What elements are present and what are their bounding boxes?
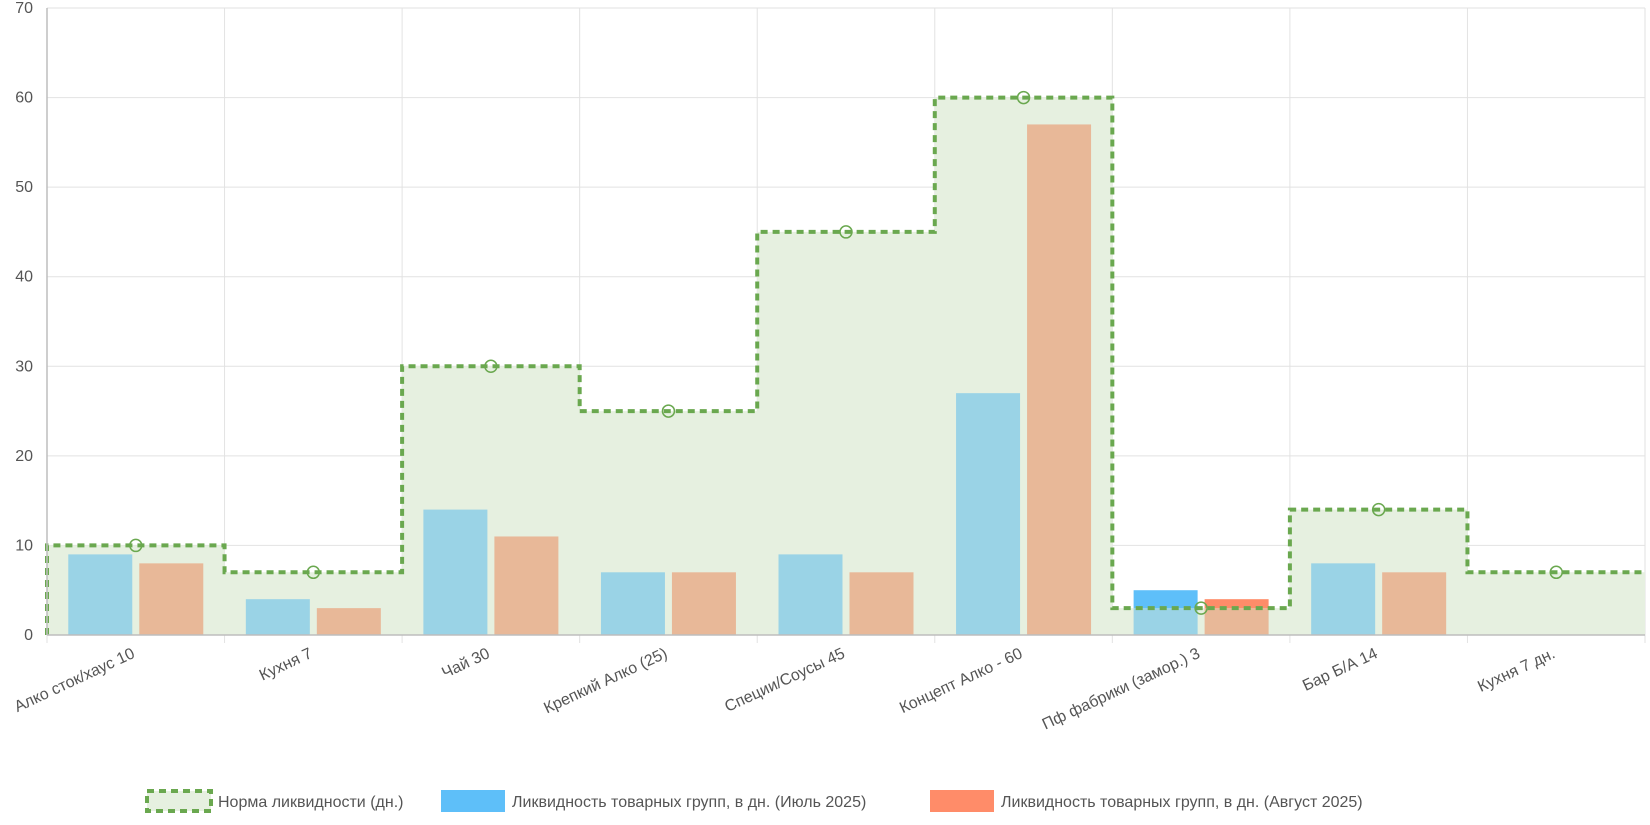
y-tick-label: 40 <box>15 269 33 286</box>
legend-label: Ликвидность товарных групп, в дн. (Июль … <box>512 794 866 811</box>
y-tick-label: 60 <box>15 90 33 107</box>
y-tick-label: 0 <box>24 627 33 644</box>
bar-july <box>779 554 843 635</box>
bar-july <box>601 572 665 635</box>
x-tick-label: Кухня 7 дн. <box>1475 645 1558 696</box>
legend-item: Ликвидность товарных групп, в дн. (Авгус… <box>930 790 1363 812</box>
bar-august <box>1205 608 1269 635</box>
x-tick-label: Пф фабрики (замор.) 3 <box>1040 645 1203 733</box>
x-tick-label: Кухня 7 <box>257 645 315 684</box>
y-tick-label: 30 <box>15 358 33 375</box>
legend-swatch-norm <box>147 791 211 811</box>
y-tick-label: 10 <box>15 537 33 554</box>
legend-item: Ликвидность товарных групп, в дн. (Июль … <box>441 790 866 812</box>
bar-july <box>1134 608 1198 635</box>
y-tick-label: 50 <box>15 179 33 196</box>
bar-july <box>68 554 132 635</box>
bar-august <box>672 572 736 635</box>
x-tick-label: Концепт Алко - 60 <box>897 645 1025 717</box>
bar-august <box>317 608 381 635</box>
bar-august <box>850 572 914 635</box>
legend-item: Норма ликвидности (дн.) <box>147 791 403 811</box>
x-tick-label: Крепкий Алко (25) <box>541 645 670 717</box>
x-tick-label: Бар Б/А 14 <box>1300 645 1380 695</box>
bar-august <box>494 536 558 635</box>
bar-july <box>423 510 487 635</box>
x-tick-label: Алко сток/хаус 10 <box>12 645 138 716</box>
legend-swatch-july <box>441 790 505 812</box>
legend-swatch-august <box>930 790 994 812</box>
y-tick-label: 70 <box>15 0 33 17</box>
bar-august <box>1382 572 1446 635</box>
y-tick-label: 20 <box>15 448 33 465</box>
chart-canvas: 0 10 20 30 40 50 60 70 Алко сток/хаус 10 Кухня 7 Ч… <box>0 0 1650 825</box>
bar-july-over-norm <box>1134 590 1198 608</box>
legend: Норма ликвидности (дн.) Ликвидность товар… <box>147 790 1363 812</box>
liquidity-chart: 0 10 20 30 40 50 60 70 Алко сток/хаус 10 Кухня 7 Ч… <box>0 0 1650 825</box>
bar-august <box>139 563 203 635</box>
bar-july <box>246 599 310 635</box>
legend-label: Норма ликвидности (дн.) <box>218 794 403 811</box>
bar-august <box>1027 124 1091 635</box>
x-tick-label: Чай 30 <box>439 645 492 682</box>
x-tick-label: Специи/Соусы 45 <box>722 645 847 716</box>
bar-july <box>1311 563 1375 635</box>
legend-label: Ликвидность товарных групп, в дн. (Авгус… <box>1001 794 1363 811</box>
bar-july <box>956 393 1020 635</box>
